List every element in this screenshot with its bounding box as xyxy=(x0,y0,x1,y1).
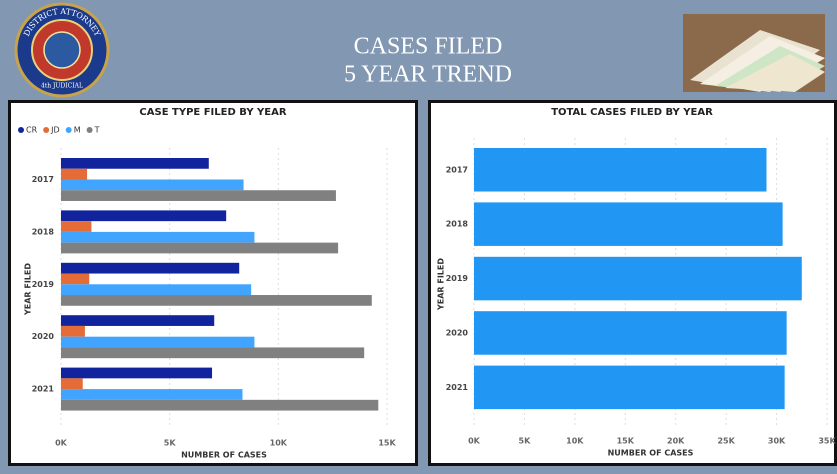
legend-marker xyxy=(66,127,72,133)
y-axis-title: YEAR FILED xyxy=(24,263,33,316)
x-axis-title: NUMBER OF CASES xyxy=(181,451,267,460)
x-axis-title: NUMBER OF CASES xyxy=(608,449,694,458)
x-tick-label: 0K xyxy=(55,439,68,448)
x-tick-label: 0K xyxy=(468,437,481,446)
bar xyxy=(61,190,336,201)
bar xyxy=(474,148,766,192)
logo-subtext: 4th JUDICIAL xyxy=(41,83,83,90)
y-tick-label: 2020 xyxy=(32,332,55,341)
legend-label: JD xyxy=(50,126,60,135)
bar xyxy=(61,263,239,274)
bar xyxy=(61,232,254,243)
legend-marker xyxy=(18,127,24,133)
bar xyxy=(61,368,212,379)
bar xyxy=(61,400,378,411)
x-tick-label: 35K xyxy=(818,437,836,446)
logo: DISTRICT ATTORNEY 4th JUDICIAL xyxy=(16,4,108,96)
bar xyxy=(61,295,372,306)
chart-title: TOTAL CASES FILED BY YEAR xyxy=(551,107,713,118)
bar xyxy=(61,221,91,232)
bar xyxy=(61,158,209,169)
x-tick-label: 5K xyxy=(164,439,177,448)
bar xyxy=(474,202,783,246)
bar xyxy=(474,257,802,301)
bar xyxy=(61,179,244,190)
y-tick-label: 2021 xyxy=(446,383,469,392)
x-tick-label: 15K xyxy=(378,439,396,448)
legend-marker xyxy=(43,127,49,133)
x-tick-label: 30K xyxy=(768,437,786,446)
bar xyxy=(61,274,89,285)
bar xyxy=(61,315,214,326)
chart-title: CASE TYPE FILED BY YEAR xyxy=(139,107,286,118)
x-tick-label: 20K xyxy=(667,437,685,446)
y-tick-label: 2018 xyxy=(32,227,55,236)
bar xyxy=(61,284,251,295)
bar xyxy=(61,169,87,180)
page-title: 5 YEAR TREND xyxy=(344,62,512,88)
bar xyxy=(61,243,338,254)
y-tick-label: 2021 xyxy=(32,385,55,394)
bar xyxy=(61,389,242,400)
bar xyxy=(61,378,83,389)
legend-label: M xyxy=(74,126,81,135)
bar xyxy=(61,210,226,221)
header-photo xyxy=(683,14,825,92)
legend-marker xyxy=(87,127,93,133)
bar xyxy=(61,326,85,337)
page-title: CASES FILED xyxy=(354,34,503,60)
x-tick-label: 10K xyxy=(566,437,584,446)
y-tick-label: 2019 xyxy=(32,280,55,289)
legend-label: CR xyxy=(26,126,38,135)
x-tick-label: 5K xyxy=(519,437,532,446)
y-tick-label: 2017 xyxy=(32,175,54,184)
x-tick-label: 10K xyxy=(270,439,288,448)
dashboard: DISTRICT ATTORNEY 4th JUDICIAL CASES FIL… xyxy=(0,0,837,474)
y-tick-label: 2020 xyxy=(446,328,469,337)
y-axis-title: YEAR FILED xyxy=(437,258,446,311)
bar xyxy=(474,311,787,355)
bar xyxy=(61,347,364,358)
legend-label: T xyxy=(94,126,100,135)
bar xyxy=(61,337,254,348)
x-tick-label: 15K xyxy=(617,437,635,446)
y-tick-label: 2019 xyxy=(446,274,469,283)
x-tick-label: 25K xyxy=(717,437,735,446)
y-tick-label: 2017 xyxy=(446,165,468,174)
bar xyxy=(474,366,785,410)
y-tick-label: 2018 xyxy=(446,220,469,229)
